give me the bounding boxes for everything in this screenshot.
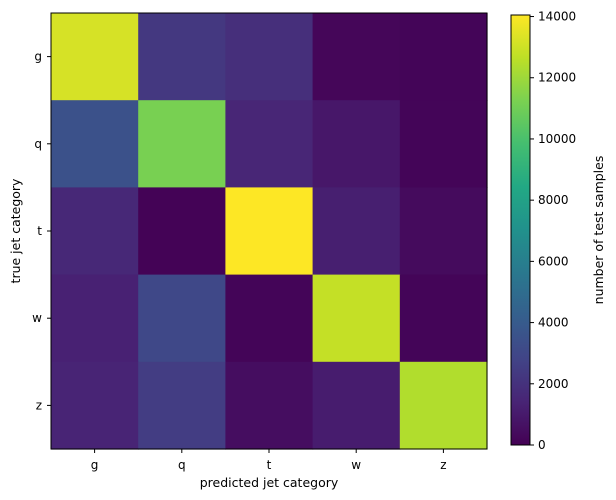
heatmap-cells: [51, 13, 488, 450]
colorbar-tick-label: 12000: [538, 71, 576, 85]
y-tick-label: g: [34, 50, 42, 64]
y-tick-label: w: [32, 311, 42, 325]
colorbar-tick-label: 0: [538, 438, 546, 452]
heatmap-cell-z-z: [399, 361, 488, 450]
heatmap-cell-t-g: [51, 187, 139, 276]
x-tick-label: w: [351, 458, 361, 472]
heatmap-cell-g-g: [51, 13, 139, 101]
heatmap-cell-w-z: [399, 274, 488, 363]
x-tick-label: g: [91, 458, 99, 472]
x-tick-label: t: [267, 458, 272, 472]
heatmap-cell-z-q: [138, 361, 226, 450]
x-tick-label: z: [440, 458, 446, 472]
heatmap-cell-q-z: [399, 100, 488, 188]
heatmap-cell-w-q: [138, 274, 226, 363]
heatmap-cell-t-z: [399, 187, 488, 276]
heatmap-cell-t-t: [225, 187, 314, 276]
heatmap-cell-q-t: [225, 100, 314, 188]
heatmap-cell-t-w: [312, 187, 401, 276]
heatmap-cell-w-t: [225, 274, 314, 363]
colorbar-tick-label: 2000: [538, 377, 569, 391]
colorbar-ticks: 0 2000 4000 6000 8000 10000 12000 14000: [530, 10, 576, 452]
colorbar-label: number of test samples: [591, 156, 606, 305]
colorbar-tick-label: 6000: [538, 254, 569, 268]
heatmap-cell-w-w: [312, 274, 401, 363]
colorbar: [510, 14, 531, 446]
x-axis-label: predicted jet category: [200, 475, 339, 490]
colorbar-tick-label: 14000: [538, 10, 576, 24]
y-tick-label: q: [34, 137, 42, 151]
heatmap-cell-g-q: [138, 13, 226, 101]
colorbar-tick-label: 8000: [538, 193, 569, 207]
heatmap-cell-z-w: [312, 361, 401, 450]
y-tick-label: t: [37, 224, 42, 238]
colorbar-tick-label: 10000: [538, 132, 576, 146]
y-axis-label: true jet category: [8, 178, 23, 284]
colorbar-tick-label: 4000: [538, 316, 569, 330]
heatmap-cell-g-z: [399, 13, 488, 101]
heatmap-cell-z-g: [51, 361, 139, 450]
y-axis-ticks: g q t w z: [32, 50, 51, 412]
heatmap-cell-t-q: [138, 187, 226, 276]
heatmap-cell-q-w: [312, 100, 401, 188]
y-tick-label: z: [36, 398, 42, 412]
heatmap-cell-w-g: [51, 274, 139, 363]
heatmap-cell-g-w: [312, 13, 401, 101]
heatmap-cell-z-t: [225, 361, 314, 450]
x-tick-label: q: [178, 458, 186, 472]
heatmap-cell-q-q: [138, 100, 226, 188]
heatmap-cell-g-t: [225, 13, 314, 101]
heatmap-cell-q-g: [51, 100, 139, 188]
